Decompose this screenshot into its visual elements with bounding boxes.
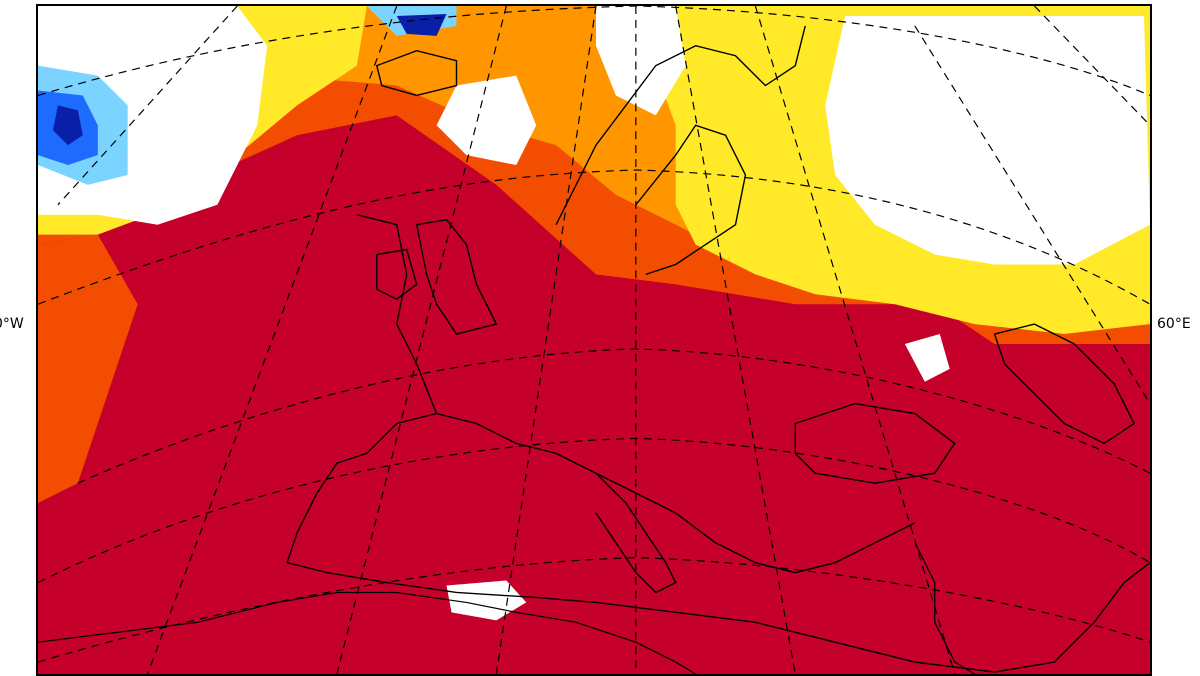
meridian-1 [57, 6, 238, 206]
coastline-europe [286, 214, 1150, 673]
coastline-north-africa [38, 591, 696, 674]
map-canvas [38, 6, 1150, 674]
coastline-arabia [914, 542, 975, 674]
coastline-mediterranean-north [436, 412, 916, 574]
parallel-4 [38, 437, 1150, 584]
zone-white-russia [825, 15, 1150, 265]
coastline-caspian [993, 323, 1135, 445]
coastline-italy [595, 472, 677, 594]
anomaly-map [36, 4, 1152, 676]
coastline-british-isles [376, 218, 498, 335]
meridian-8 [914, 25, 1150, 404]
zone-white-scandinavia [595, 6, 686, 116]
coastline-scandinavia [555, 25, 806, 276]
meridian-3 [336, 6, 507, 674]
meridian-2 [147, 6, 398, 674]
meridian-7 [754, 6, 956, 674]
zone-white-caspian [904, 334, 950, 382]
zone-white-arctic-center [436, 75, 537, 166]
coastline-iceland [375, 50, 458, 97]
parallel-1 [38, 6, 1150, 97]
parallel-5 [38, 557, 1150, 663]
zone-orange-west [38, 234, 138, 504]
zone-dark-blue-atlantic [52, 105, 83, 146]
zone-dark-blue-arctic [396, 13, 447, 36]
longitude-label-east: 60°E [1157, 316, 1191, 332]
parallel-2 [38, 169, 1150, 305]
parallel-3 [77, 348, 1150, 484]
meridian-6 [675, 6, 796, 674]
longitude-label-west: 0°W [0, 316, 24, 332]
meridian-4 [495, 6, 597, 674]
graticule [38, 6, 1150, 674]
